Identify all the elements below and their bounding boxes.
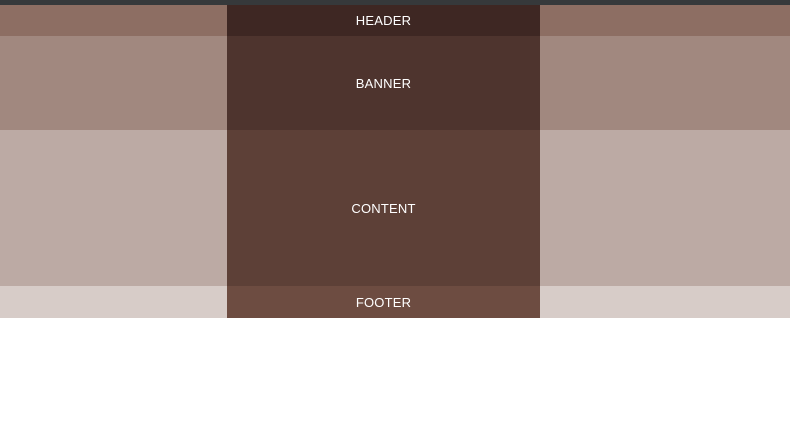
footer-band: FOOTER [0,286,790,318]
header-label: HEADER [355,13,412,28]
content-region: CONTENT [227,130,540,286]
footer-label: FOOTER [355,294,412,310]
content-label: CONTENT [351,200,416,216]
header-band: HEADER [0,5,790,36]
top-bar [0,0,790,5]
footer-region: FOOTER [227,286,540,318]
banner-region: BANNER [227,36,540,130]
banner-label: BANNER [355,75,412,91]
header-region: HEADER [227,5,540,36]
content-band: CONTENT [0,130,790,286]
banner-band: BANNER [0,36,790,130]
